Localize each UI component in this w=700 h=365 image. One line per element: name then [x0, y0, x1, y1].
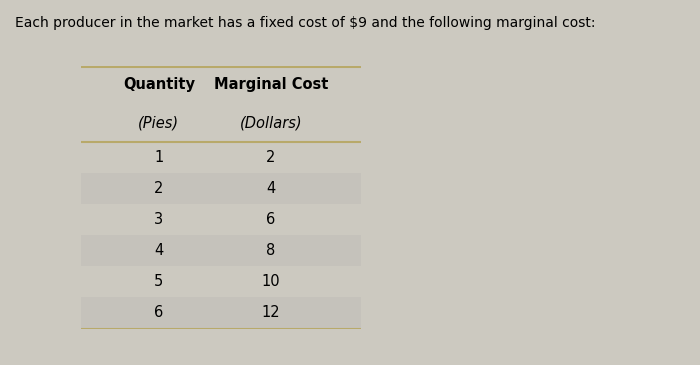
- Text: 8: 8: [266, 243, 276, 258]
- Text: 6: 6: [266, 212, 276, 227]
- Text: 2: 2: [154, 181, 164, 196]
- Text: Marginal Cost: Marginal Cost: [214, 77, 328, 92]
- Text: 5: 5: [154, 274, 164, 289]
- Text: 3: 3: [154, 212, 164, 227]
- Text: 4: 4: [266, 181, 276, 196]
- Text: (Pies): (Pies): [139, 115, 179, 130]
- Text: 12: 12: [262, 306, 280, 320]
- Text: Quantity: Quantity: [123, 77, 195, 92]
- Bar: [80, 173, 360, 204]
- Text: (Dollars): (Dollars): [239, 115, 302, 130]
- Text: 4: 4: [154, 243, 164, 258]
- Text: 1: 1: [154, 150, 164, 165]
- Text: Each producer in the market has a fixed cost of $9 and the following marginal co: Each producer in the market has a fixed …: [15, 16, 596, 30]
- Bar: [80, 235, 360, 266]
- Text: 6: 6: [154, 306, 164, 320]
- Bar: [80, 297, 360, 328]
- Text: 10: 10: [262, 274, 280, 289]
- Text: 2: 2: [266, 150, 276, 165]
